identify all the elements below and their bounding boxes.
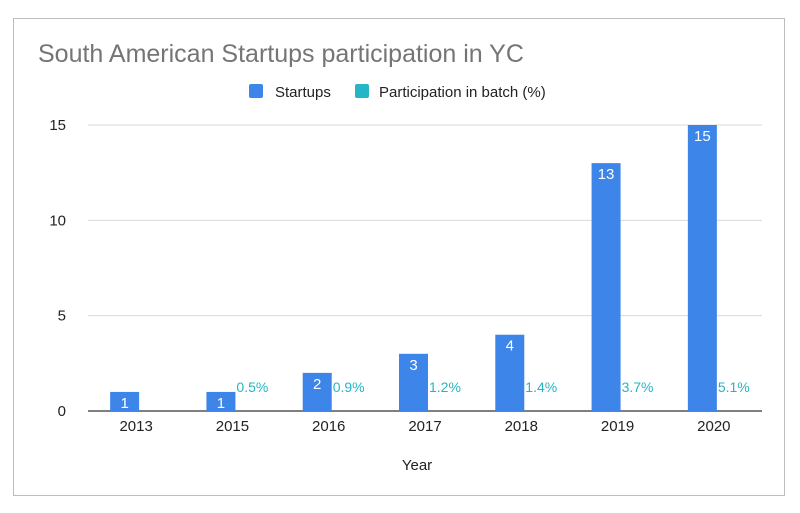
bar-value-label-2015: 1	[217, 395, 225, 412]
bar-value-label-2017: 3	[409, 357, 417, 374]
x-tick-label: 2017	[408, 418, 441, 435]
x-tick-label: 2013	[119, 418, 152, 435]
bar-startups-2016	[302, 372, 332, 411]
y-axis-ticks: 0 5 10 15	[49, 117, 66, 420]
bar-value-label-2018: 4	[506, 338, 514, 355]
bar-value-label-2016: 2	[313, 376, 321, 393]
x-tick-label: 2018	[505, 418, 538, 435]
y-tick-label: 15	[49, 117, 66, 134]
legend: Startups Participation in batch (%)	[249, 84, 546, 101]
legend-label-participation: Participation in batch (%)	[379, 84, 546, 101]
bars: 1 1 0.5% 2 0.9% 3 1.2% 4 1.4% 13 3.7% 15 5.1%	[110, 125, 750, 412]
legend-swatch-participation	[355, 84, 369, 98]
bar-value-label-2013: 1	[120, 395, 128, 412]
participation-label-2016: 0.9%	[333, 379, 365, 395]
bar-startups-2013	[110, 391, 140, 411]
y-tick-label: 10	[49, 212, 66, 229]
legend-swatch-startups	[249, 84, 263, 98]
x-axis-ticks: 2013 2015 2016 2017 2018 2019 2020	[119, 418, 730, 435]
bar-startups-2017	[399, 353, 428, 411]
bar-startups-2015	[206, 391, 236, 411]
y-tick-label: 5	[58, 308, 66, 325]
x-axis-label: Year	[402, 457, 432, 474]
x-tick-label: 2015	[216, 418, 249, 435]
participation-label-2020: 5.1%	[718, 379, 750, 395]
bar-value-label-2019: 13	[598, 166, 615, 183]
chart-title: South American Startups participation in…	[38, 40, 524, 68]
x-tick-label: 2020	[697, 418, 730, 435]
chart-frame	[13, 18, 785, 496]
bar-startups-2020	[687, 125, 717, 411]
bar-startups-2018	[495, 334, 525, 411]
participation-label-2019: 3.7%	[622, 379, 654, 395]
x-tick-label: 2019	[601, 418, 634, 435]
participation-label-2018: 1.4%	[525, 379, 557, 395]
participation-label-2015: 0.5%	[236, 379, 268, 395]
y-tick-label: 0	[58, 403, 66, 420]
bar-value-label-2020: 15	[694, 128, 711, 145]
x-tick-label: 2016	[312, 418, 345, 435]
legend-label-startups: Startups	[275, 84, 331, 101]
bar-startups-2019	[591, 163, 621, 411]
participation-label-2017: 1.2%	[429, 379, 461, 395]
